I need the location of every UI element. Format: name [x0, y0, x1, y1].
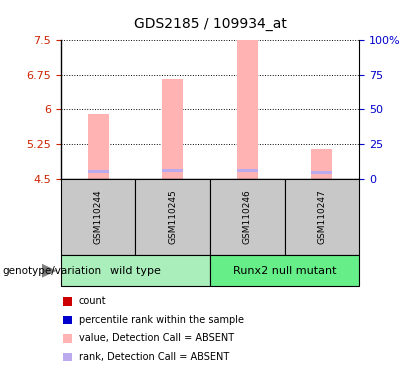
Text: GDS2185 / 109934_at: GDS2185 / 109934_at	[134, 17, 286, 31]
Text: GSM110246: GSM110246	[243, 190, 252, 244]
Text: rank, Detection Call = ABSENT: rank, Detection Call = ABSENT	[79, 352, 229, 362]
Text: Runx2 null mutant: Runx2 null mutant	[233, 266, 336, 276]
Text: wild type: wild type	[110, 266, 161, 276]
Bar	[88, 170, 109, 173]
Bar	[237, 169, 258, 172]
Text: value, Detection Call = ABSENT: value, Detection Call = ABSENT	[79, 333, 234, 343]
Text: genotype/variation: genotype/variation	[2, 266, 101, 276]
Bar	[311, 149, 332, 179]
Text: percentile rank within the sample: percentile rank within the sample	[79, 315, 244, 325]
Text: count: count	[79, 296, 107, 306]
Text: GSM110247: GSM110247	[318, 190, 326, 244]
Bar	[237, 40, 258, 179]
Bar	[162, 79, 183, 179]
Bar	[162, 169, 183, 172]
Text: GSM110245: GSM110245	[168, 190, 177, 244]
Bar	[311, 171, 332, 174]
Bar	[88, 114, 109, 179]
Text: GSM110244: GSM110244	[94, 190, 102, 244]
